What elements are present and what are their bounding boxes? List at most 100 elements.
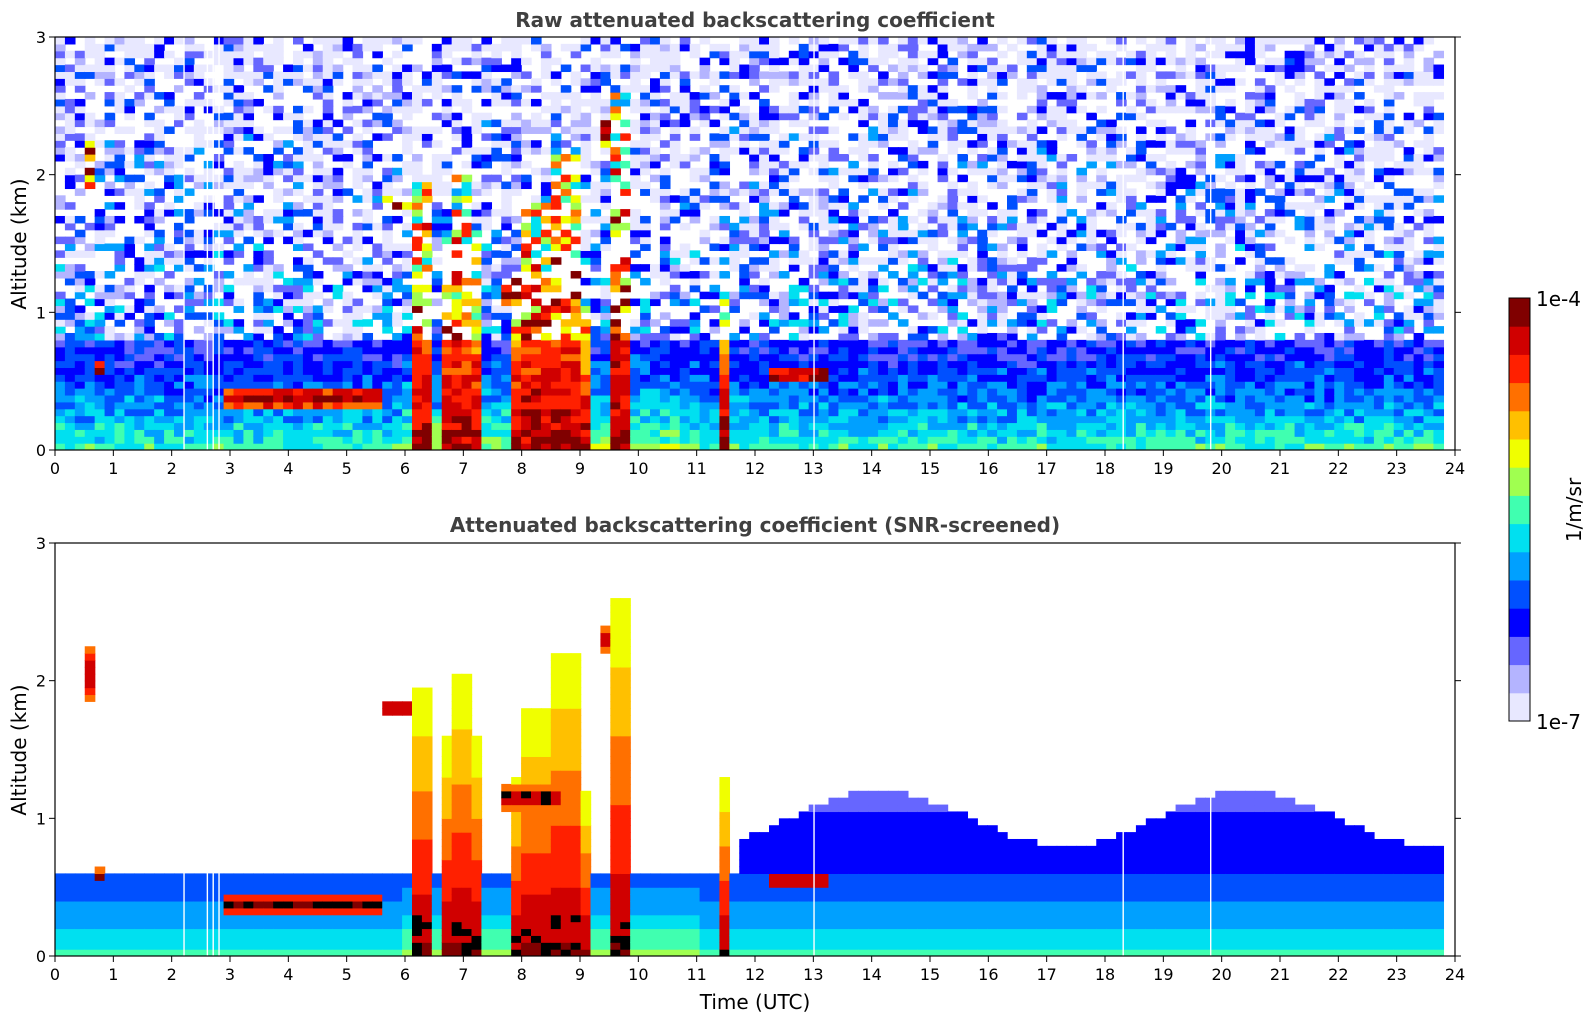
heatmap-cell	[917, 112, 929, 121]
heatmap-cell	[312, 209, 324, 217]
heatmap-cell	[203, 422, 215, 430]
heatmap-cell	[243, 271, 255, 279]
heatmap-cell	[441, 71, 453, 79]
heatmap-cell	[1116, 374, 1127, 382]
heatmap-cell	[74, 174, 86, 183]
heatmap-cell	[531, 126, 542, 134]
heatmap-cell	[372, 284, 383, 293]
heatmap-cell	[392, 202, 403, 210]
heatmap-cell	[1155, 215, 1167, 224]
heatmap-cell	[1026, 57, 1038, 66]
heatmap-cell	[927, 443, 939, 450]
heatmap-cell	[501, 243, 512, 251]
heatmap-cell	[640, 374, 651, 382]
heatmap-cell	[174, 119, 185, 128]
heatmap-cell	[580, 298, 592, 307]
heatmap-cell	[630, 367, 641, 375]
heatmap-cell	[1016, 50, 1028, 59]
heatmap-cell	[550, 119, 562, 128]
heatmap-cell	[868, 257, 879, 265]
heatmap-cell	[1026, 181, 1038, 190]
heatmap-cell	[1076, 346, 1088, 355]
heatmap-cell	[689, 284, 701, 293]
heatmap-cell	[858, 43, 869, 52]
heatmap-cell	[461, 126, 473, 134]
heatmap-cell	[322, 50, 334, 59]
heatmap-cell	[987, 167, 998, 176]
heatmap-cell	[620, 257, 631, 265]
heatmap-cell	[878, 50, 889, 59]
heatmap-cell	[729, 401, 740, 410]
heatmap-cell	[967, 64, 978, 73]
heatmap-cell	[402, 291, 413, 300]
heatmap-cell	[531, 394, 542, 403]
heatmap-cell	[888, 209, 899, 217]
heatmap-cell	[610, 388, 621, 396]
heatmap-cell	[243, 195, 255, 203]
heatmap-cell	[322, 346, 334, 355]
heatmap-cell	[84, 92, 96, 100]
heatmap-cell	[1007, 353, 1018, 362]
heatmap-cell	[491, 181, 502, 190]
heatmap-cell	[937, 436, 949, 444]
heatmap-cell	[223, 71, 235, 79]
heatmap-cell	[1126, 353, 1137, 362]
heatmap-cell	[1076, 312, 1088, 320]
heatmap-cell	[392, 98, 403, 107]
heatmap-cell	[124, 415, 136, 424]
heatmap-cell	[1086, 147, 1097, 155]
heatmap-cell	[164, 346, 175, 355]
heatmap-cell	[421, 401, 433, 410]
heatmap-cell	[659, 277, 671, 286]
heatmap-cell	[481, 57, 493, 66]
heatmap-cell	[144, 243, 155, 251]
heatmap-cell	[322, 408, 334, 417]
heatmap-cell	[987, 388, 998, 396]
heatmap-cell	[203, 140, 215, 148]
heatmap-cell	[858, 422, 869, 430]
heatmap-cell	[1056, 443, 1068, 450]
heatmap-cell	[412, 264, 423, 272]
heatmap-cell	[293, 394, 304, 403]
heatmap-cell	[74, 277, 86, 286]
heatmap-cell	[699, 85, 711, 93]
heatmap-cell	[669, 360, 681, 368]
heatmap-cell	[1155, 222, 1167, 231]
heatmap-cell	[907, 119, 919, 128]
heatmap-cell	[848, 160, 859, 169]
heatmap-cell	[977, 160, 988, 169]
heatmap-cell	[749, 271, 760, 279]
heatmap-cell	[699, 415, 711, 424]
heatmap-cell	[1016, 429, 1028, 437]
heatmap-cell	[897, 126, 909, 134]
heatmap-cell	[878, 277, 889, 286]
heatmap-cell	[977, 236, 988, 245]
heatmap-cell	[511, 50, 522, 59]
heatmap-cell	[74, 401, 86, 410]
heatmap-cell	[273, 374, 284, 382]
heatmap-cell	[223, 215, 235, 224]
heatmap-cell	[798, 202, 810, 210]
heatmap-cell	[352, 236, 364, 245]
heatmap-cell	[521, 346, 532, 355]
heatmap-cell	[967, 394, 978, 403]
heatmap-cell	[759, 353, 770, 362]
heatmap-cell	[1007, 195, 1018, 203]
heatmap-cell	[332, 119, 344, 128]
heatmap-cell	[868, 374, 879, 382]
heatmap-cell	[640, 264, 651, 272]
heatmap-cell	[868, 367, 879, 375]
heatmap-cell	[927, 140, 939, 148]
heatmap-cell	[917, 360, 929, 368]
heatmap-cell	[362, 64, 374, 73]
heatmap-cell	[640, 92, 651, 100]
heatmap-cell	[868, 291, 879, 300]
heatmap-cell	[679, 415, 691, 424]
heatmap-cell	[669, 388, 681, 396]
heatmap-cell	[1076, 174, 1088, 183]
heatmap-cell	[1056, 277, 1068, 286]
heatmap-cell	[580, 381, 592, 389]
heatmap-cell	[1066, 326, 1078, 334]
heatmap-cell	[967, 119, 978, 128]
heatmap-cell	[987, 222, 998, 231]
